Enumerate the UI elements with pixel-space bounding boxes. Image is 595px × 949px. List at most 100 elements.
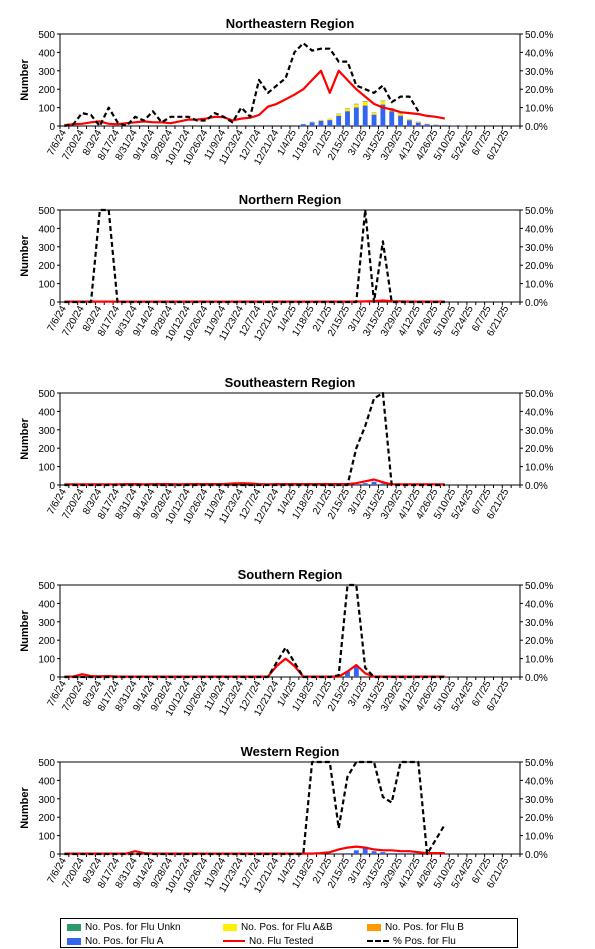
- series-line-pct-pos: [64, 42, 420, 128]
- bar-flu_a: [345, 853, 350, 854]
- bar-flu_a: [451, 125, 457, 126]
- y-tick-label: 100: [38, 280, 55, 291]
- y-axis-label: Number: [19, 610, 31, 652]
- y2-tick-label: 50.0%: [525, 206, 553, 217]
- y2-tick-label: 50.0%: [525, 758, 553, 769]
- y2-tick-label: 40.0%: [525, 776, 553, 787]
- bar-flu_b: [380, 103, 386, 105]
- bar-flu_a: [415, 122, 421, 126]
- legend-item-pct: % Pos. for Flu: [367, 934, 456, 948]
- y-tick-label: 400: [38, 599, 55, 610]
- bar-flu_a: [442, 125, 448, 126]
- chart-panel-3: Southeastern Region 0 100 200 300 400 500 0.0% 1…: [19, 375, 553, 526]
- y-tick-label: 300: [38, 426, 55, 437]
- bar-flu_ab: [406, 119, 412, 120]
- y-tick-label: 0: [49, 673, 55, 684]
- bar-flu_a: [336, 115, 342, 126]
- y2-tick-label: 30.0%: [525, 795, 553, 806]
- y-tick-label: 400: [38, 407, 55, 418]
- bar-flu_a: [353, 484, 359, 485]
- y-tick-label: 100: [38, 463, 55, 474]
- y2-tick-label: 10.0%: [525, 655, 553, 666]
- bar-flu_b: [353, 107, 359, 108]
- legend-swatch: [67, 923, 81, 931]
- y-tick-label: 400: [38, 776, 55, 787]
- y2-tick-label: 10.0%: [525, 832, 553, 843]
- bar-flu_a: [380, 483, 386, 485]
- bar-flu_a: [424, 124, 430, 126]
- legend-item-flu_a: No. Pos. for Flu A: [67, 934, 163, 948]
- y2-tick-label: 0.0%: [525, 673, 548, 684]
- y-tick-label: 500: [38, 581, 55, 592]
- bar-flu_b: [371, 114, 377, 115]
- bar-flu_ab: [336, 114, 342, 116]
- chart-title: Northern Region: [239, 192, 342, 207]
- legend-label: % Pos. for Flu: [393, 935, 456, 947]
- legend-swatch: [367, 940, 389, 942]
- bar-flu_unkn: [362, 101, 368, 102]
- legend-item-flu_b: No. Pos. for Flu B: [367, 920, 464, 934]
- y-tick-label: 100: [38, 104, 55, 115]
- legend-item-flu_ab: No. Pos. for Flu A&B: [223, 920, 333, 934]
- legend-swatch: [223, 923, 237, 931]
- chart-title: Western Region: [241, 744, 340, 759]
- bar-flu_a: [433, 124, 439, 126]
- y-tick-label: 100: [38, 655, 55, 666]
- bar-flu_a: [327, 120, 333, 126]
- y-tick-label: 300: [38, 795, 55, 806]
- y-axis-label: Number: [19, 418, 31, 460]
- bar-flu_a: [371, 114, 377, 126]
- y-tick-label: 500: [38, 206, 55, 217]
- y2-tick-label: 30.0%: [525, 618, 553, 629]
- bar-flu_a: [380, 852, 386, 854]
- y2-tick-label: 50.0%: [525, 581, 553, 592]
- y2-tick-label: 40.0%: [525, 224, 553, 235]
- y-tick-label: 200: [38, 813, 55, 824]
- plot-area: [59, 761, 521, 855]
- y-tick-label: 500: [38, 758, 55, 769]
- plot-area: [59, 209, 521, 303]
- bar-flu_b: [362, 105, 368, 106]
- bar-flu_a: [362, 105, 368, 126]
- y-tick-label: 200: [38, 444, 55, 455]
- chart-panel-2: Northern Region 0 100 200 300 400 500 0.0% 10.0%…: [19, 192, 553, 343]
- chart-panel-4: Southern Region 0 100 200 300 400 500 0.0% 10.0%…: [19, 567, 553, 718]
- bar-flu_a: [345, 111, 350, 126]
- legend-swatch: [67, 937, 81, 945]
- bar-flu_unkn: [380, 100, 386, 102]
- y2-tick-label: 20.0%: [525, 636, 553, 647]
- y2-tick-label: 10.0%: [525, 280, 553, 291]
- y2-tick-label: 30.0%: [525, 67, 553, 78]
- y2-tick-label: 40.0%: [525, 407, 553, 418]
- chart-title: Southern Region: [238, 567, 343, 582]
- y2-tick-label: 0.0%: [525, 481, 548, 492]
- y-tick-label: 100: [38, 832, 55, 843]
- bar-flu_a: [389, 111, 395, 126]
- legend-swatch: [367, 923, 381, 931]
- y2-tick-label: 40.0%: [525, 599, 553, 610]
- series-line-flu-tested: [64, 478, 445, 486]
- y-tick-label: 300: [38, 243, 55, 254]
- bar-flu_a: [318, 120, 324, 126]
- bar-flu_a: [380, 104, 386, 126]
- bar-flu_a: [345, 671, 350, 677]
- bar-flu_ab: [371, 112, 377, 115]
- legend-swatch: [223, 940, 245, 942]
- y-tick-label: 200: [38, 85, 55, 96]
- y-tick-label: 0: [49, 298, 55, 309]
- plot-area: [59, 33, 521, 127]
- y2-tick-label: 20.0%: [525, 85, 553, 96]
- y-axis-label: Number: [19, 59, 31, 101]
- bar-flu_a: [353, 665, 359, 677]
- y2-tick-label: 10.0%: [525, 104, 553, 115]
- bar-flu_a: [353, 107, 359, 126]
- y2-tick-label: 20.0%: [525, 444, 553, 455]
- bar-flu_ab: [398, 113, 404, 116]
- bar-flu_b: [398, 115, 404, 116]
- bar-flu_b: [406, 119, 412, 121]
- legend-label: No. Pos. for Flu A: [85, 935, 164, 947]
- plot-area: [59, 392, 521, 486]
- y2-tick-label: 20.0%: [525, 813, 553, 824]
- series-line-flu-tested: [64, 845, 445, 855]
- chart-panel-1: Northeastern Region 0 100 200 300 400 500 0.0% 1…: [19, 16, 553, 167]
